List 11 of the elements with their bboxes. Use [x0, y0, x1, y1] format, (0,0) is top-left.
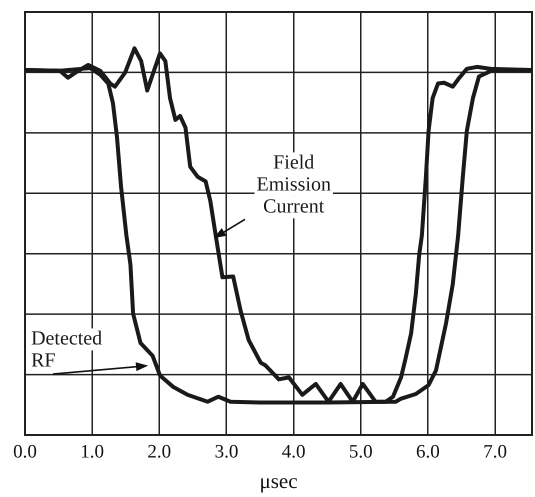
x-tick-label: 1.0: [80, 441, 104, 462]
series-label: Detected RF: [31, 328, 102, 372]
x-tick-label: 3.0: [214, 441, 238, 462]
x-tick-label: 7.0: [483, 441, 507, 462]
x-tick-label: 2.0: [147, 441, 172, 462]
x-tick-label: 6.0: [416, 441, 440, 462]
x-tick-label: 4.0: [282, 441, 306, 462]
x-tick-label: 5.0: [348, 441, 373, 462]
x-tick-label: 0.0: [13, 441, 37, 462]
x-axis-title: μsec: [259, 468, 298, 493]
text: Field Emission Current: [256, 152, 331, 218]
